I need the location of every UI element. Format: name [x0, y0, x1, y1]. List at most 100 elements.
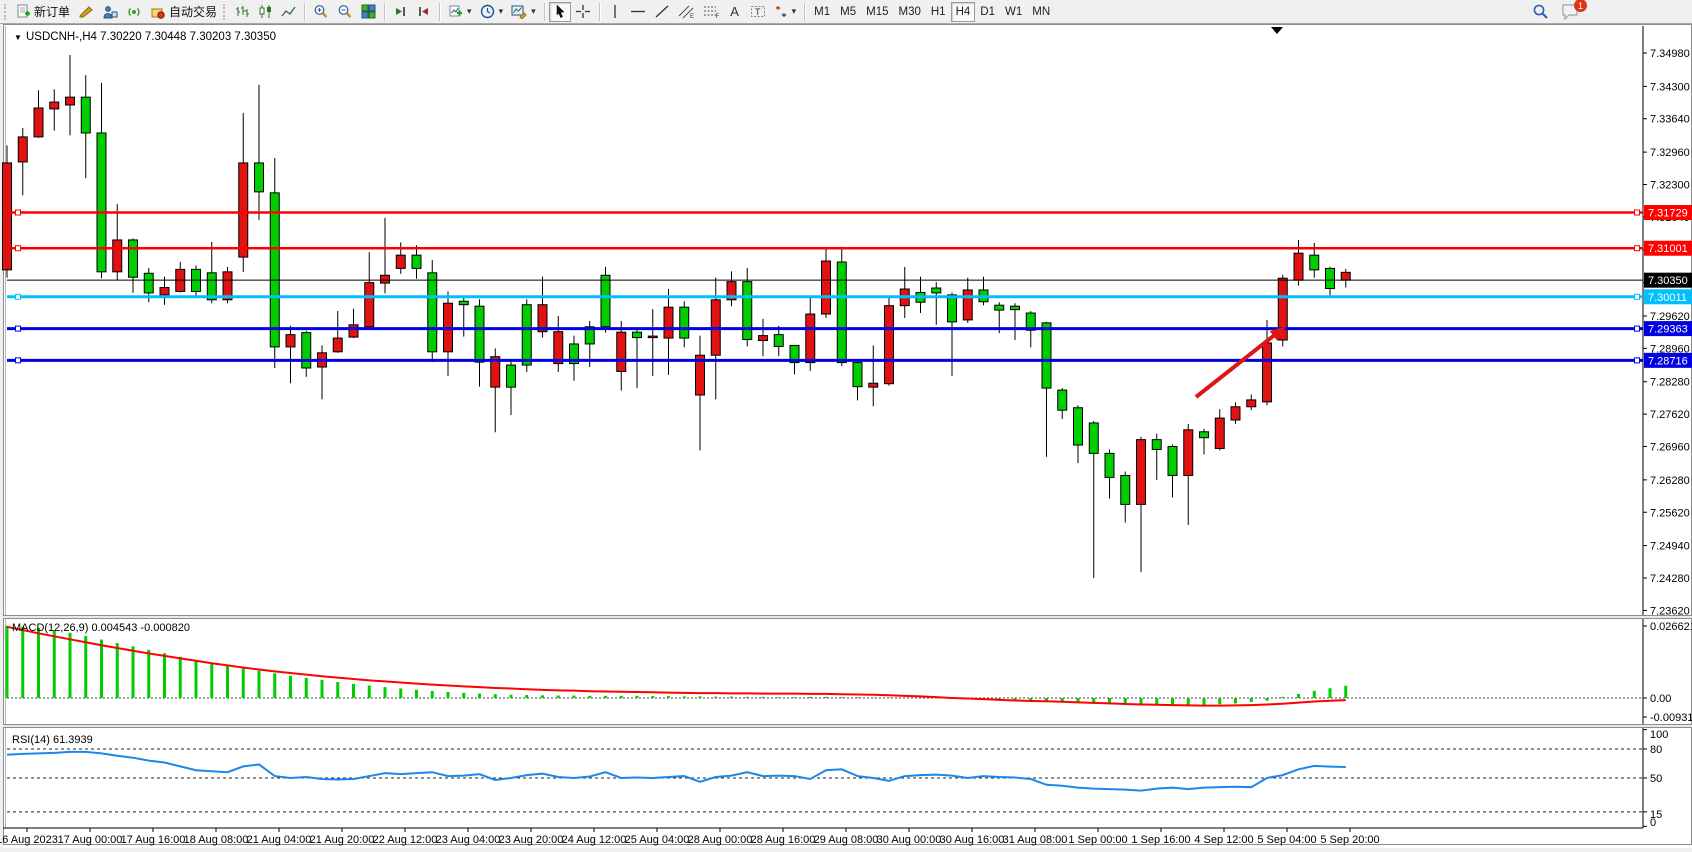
svg-text:31 Aug 08:00: 31 Aug 08:00 — [1003, 834, 1068, 846]
horizontal-line-7.31001[interactable] — [7, 245, 1643, 252]
line-chart-button[interactable] — [277, 2, 300, 22]
autotrading-icon — [151, 8, 165, 19]
horizontal-line-7.28716[interactable] — [7, 357, 1643, 364]
timeframe-button-W1[interactable]: W1 — [1004, 5, 1023, 18]
zoom-in-button[interactable] — [309, 2, 333, 22]
toolbar-separator — [804, 2, 806, 21]
svg-text:17 Aug 00:00: 17 Aug 00:00 — [58, 834, 123, 846]
zoom-in-icon — [314, 5, 328, 18]
price-label-7.31001: 7.31001 — [1644, 240, 1692, 256]
metaeditor-button[interactable] — [98, 2, 122, 22]
chat-badge: 1 — [1574, 0, 1587, 12]
horizontal-line-icon — [630, 10, 645, 13]
fibonacci-tool-button[interactable]: F — [699, 2, 724, 22]
equidistant-channel-tool-button[interactable]: E — [674, 2, 699, 22]
timeframe-button-M5[interactable]: M5 — [840, 5, 857, 18]
fibonacci-icon: F — [703, 6, 719, 19]
svg-text:25 Aug 04:00: 25 Aug 04:00 — [625, 834, 690, 846]
gold-arrow-icon — [79, 5, 93, 17]
new-order-button[interactable]: 新订单 — [12, 2, 74, 22]
search-icon[interactable] — [1532, 3, 1549, 20]
arrows-dropdown-caret: ▾ — [791, 6, 797, 16]
svg-text:T: T — [755, 7, 761, 17]
timeframe-button-MN[interactable]: MN — [1032, 5, 1051, 18]
svg-text:29 Aug 08:00: 29 Aug 08:00 — [814, 834, 879, 846]
crosshair-tool-button[interactable] — [571, 2, 595, 22]
toolbar-separator — [598, 2, 600, 21]
svg-text:7.34980: 7.34980 — [1650, 48, 1690, 60]
signals-button[interactable] — [122, 2, 146, 22]
zoom-out-button[interactable] — [333, 2, 357, 22]
indicators-button[interactable]: ▾ — [444, 2, 476, 22]
arrows-tool-button[interactable]: ▾ — [770, 2, 801, 22]
timeframe-button-H1[interactable]: H1 — [930, 5, 946, 18]
svg-text:0.00: 0.00 — [1650, 693, 1671, 705]
autotrading-label: 自动交易 — [169, 5, 218, 19]
pane-separator[interactable] — [3, 615, 1692, 619]
crosshair-icon — [575, 5, 590, 18]
signals-icon — [128, 7, 140, 16]
arrows-tool-icon — [775, 6, 787, 17]
templates-button[interactable]: ▾ — [507, 2, 540, 22]
svg-text:7.26280: 7.26280 — [1650, 475, 1690, 487]
chat-button[interactable]: 1 — [1561, 0, 1587, 20]
bar-chart-icon — [236, 6, 250, 17]
svg-text:1 Sep 16:00: 1 Sep 16:00 — [1131, 834, 1190, 846]
timeframe-button-H4[interactable]: H4 — [950, 1, 976, 22]
vertical-line-tool-button[interactable] — [604, 2, 626, 22]
text-tool-icon: A — [730, 4, 739, 19]
svg-text:7.32960: 7.32960 — [1650, 147, 1690, 159]
pane-separator[interactable] — [3, 724, 1692, 728]
svg-text:E: E — [690, 14, 694, 19]
macd-pane: MACD(12,26,9) 0.004543 -0.000820 0.026621… — [5, 621, 1692, 724]
svg-text:F: F — [715, 14, 719, 19]
svg-text:0: 0 — [1650, 817, 1656, 829]
candlestick-chart-button[interactable] — [254, 2, 277, 22]
trendline-tool-button[interactable] — [650, 2, 674, 22]
horizontal-line-7.31729[interactable] — [7, 209, 1643, 216]
timeframe-button-M1[interactable]: M1 — [814, 5, 831, 18]
timeframe-button-M30[interactable]: M30 — [898, 5, 921, 18]
svg-text:7.27620: 7.27620 — [1650, 409, 1690, 421]
auto-scroll-button[interactable] — [389, 2, 412, 22]
history-center-button[interactable] — [74, 2, 98, 22]
svg-text:7.24280: 7.24280 — [1650, 573, 1690, 585]
horizontal-line-7.29363[interactable] — [7, 325, 1643, 332]
svg-text:7.28716: 7.28716 — [1648, 355, 1688, 367]
price-label-7.28716: 7.28716 — [1644, 352, 1692, 368]
chart-shift-button[interactable] — [412, 2, 435, 22]
chart-shift-marker[interactable] — [1271, 27, 1283, 34]
chart-background — [3, 24, 1692, 848]
autotrading-button[interactable]: 自动交易 — [146, 2, 221, 22]
svg-text:23 Aug 04:00: 23 Aug 04:00 — [436, 834, 501, 846]
svg-text:21 Aug 20:00: 21 Aug 20:00 — [310, 834, 375, 846]
svg-text:0.026621: 0.026621 — [1650, 621, 1692, 633]
horizontal-line-tool-button[interactable] — [626, 2, 650, 22]
channel-icon: E — [678, 5, 694, 19]
trendline-icon — [655, 5, 669, 18]
svg-text:7.26960: 7.26960 — [1650, 442, 1690, 454]
price-label-7.29363: 7.29363 — [1644, 321, 1692, 337]
cursor-tool-button[interactable] — [548, 1, 571, 22]
bar-chart-button[interactable] — [231, 2, 254, 22]
trend-arrow-annotation[interactable] — [1194, 326, 1286, 399]
horizontal-line-7.30011[interactable] — [7, 293, 1643, 300]
tile-windows-button[interactable] — [357, 2, 380, 22]
svg-text:USDCNH-,H4 7.30220 7.30448 7.: USDCNH-,H4 7.30220 7.30448 7.30203 7.303… — [26, 31, 276, 43]
text-label-tool-button[interactable]: T — [746, 2, 770, 22]
timeframe-button-D1[interactable]: D1 — [980, 5, 995, 18]
svg-text:21 Aug 04:00: 21 Aug 04:00 — [247, 834, 312, 846]
text-tool-button[interactable]: A — [724, 2, 746, 22]
timeframe-button-M15[interactable]: M15 — [866, 5, 889, 18]
vertical-line-icon — [613, 5, 616, 18]
main-toolbar: 新订单 自动交易 — [0, 0, 1692, 24]
timeframe-buttons: M1 M5 M15 M30 H1 H4 D1 W1 MN — [809, 1, 1055, 22]
periods-button[interactable]: ▾ — [476, 2, 508, 22]
svg-text:1 Sep 00:00: 1 Sep 00:00 — [1068, 834, 1127, 846]
svg-text:30 Aug 16:00: 30 Aug 16:00 — [940, 834, 1005, 846]
toolbar-grip — [223, 3, 227, 20]
metaeditor-icon — [103, 5, 118, 18]
svg-text:80: 80 — [1650, 744, 1662, 756]
